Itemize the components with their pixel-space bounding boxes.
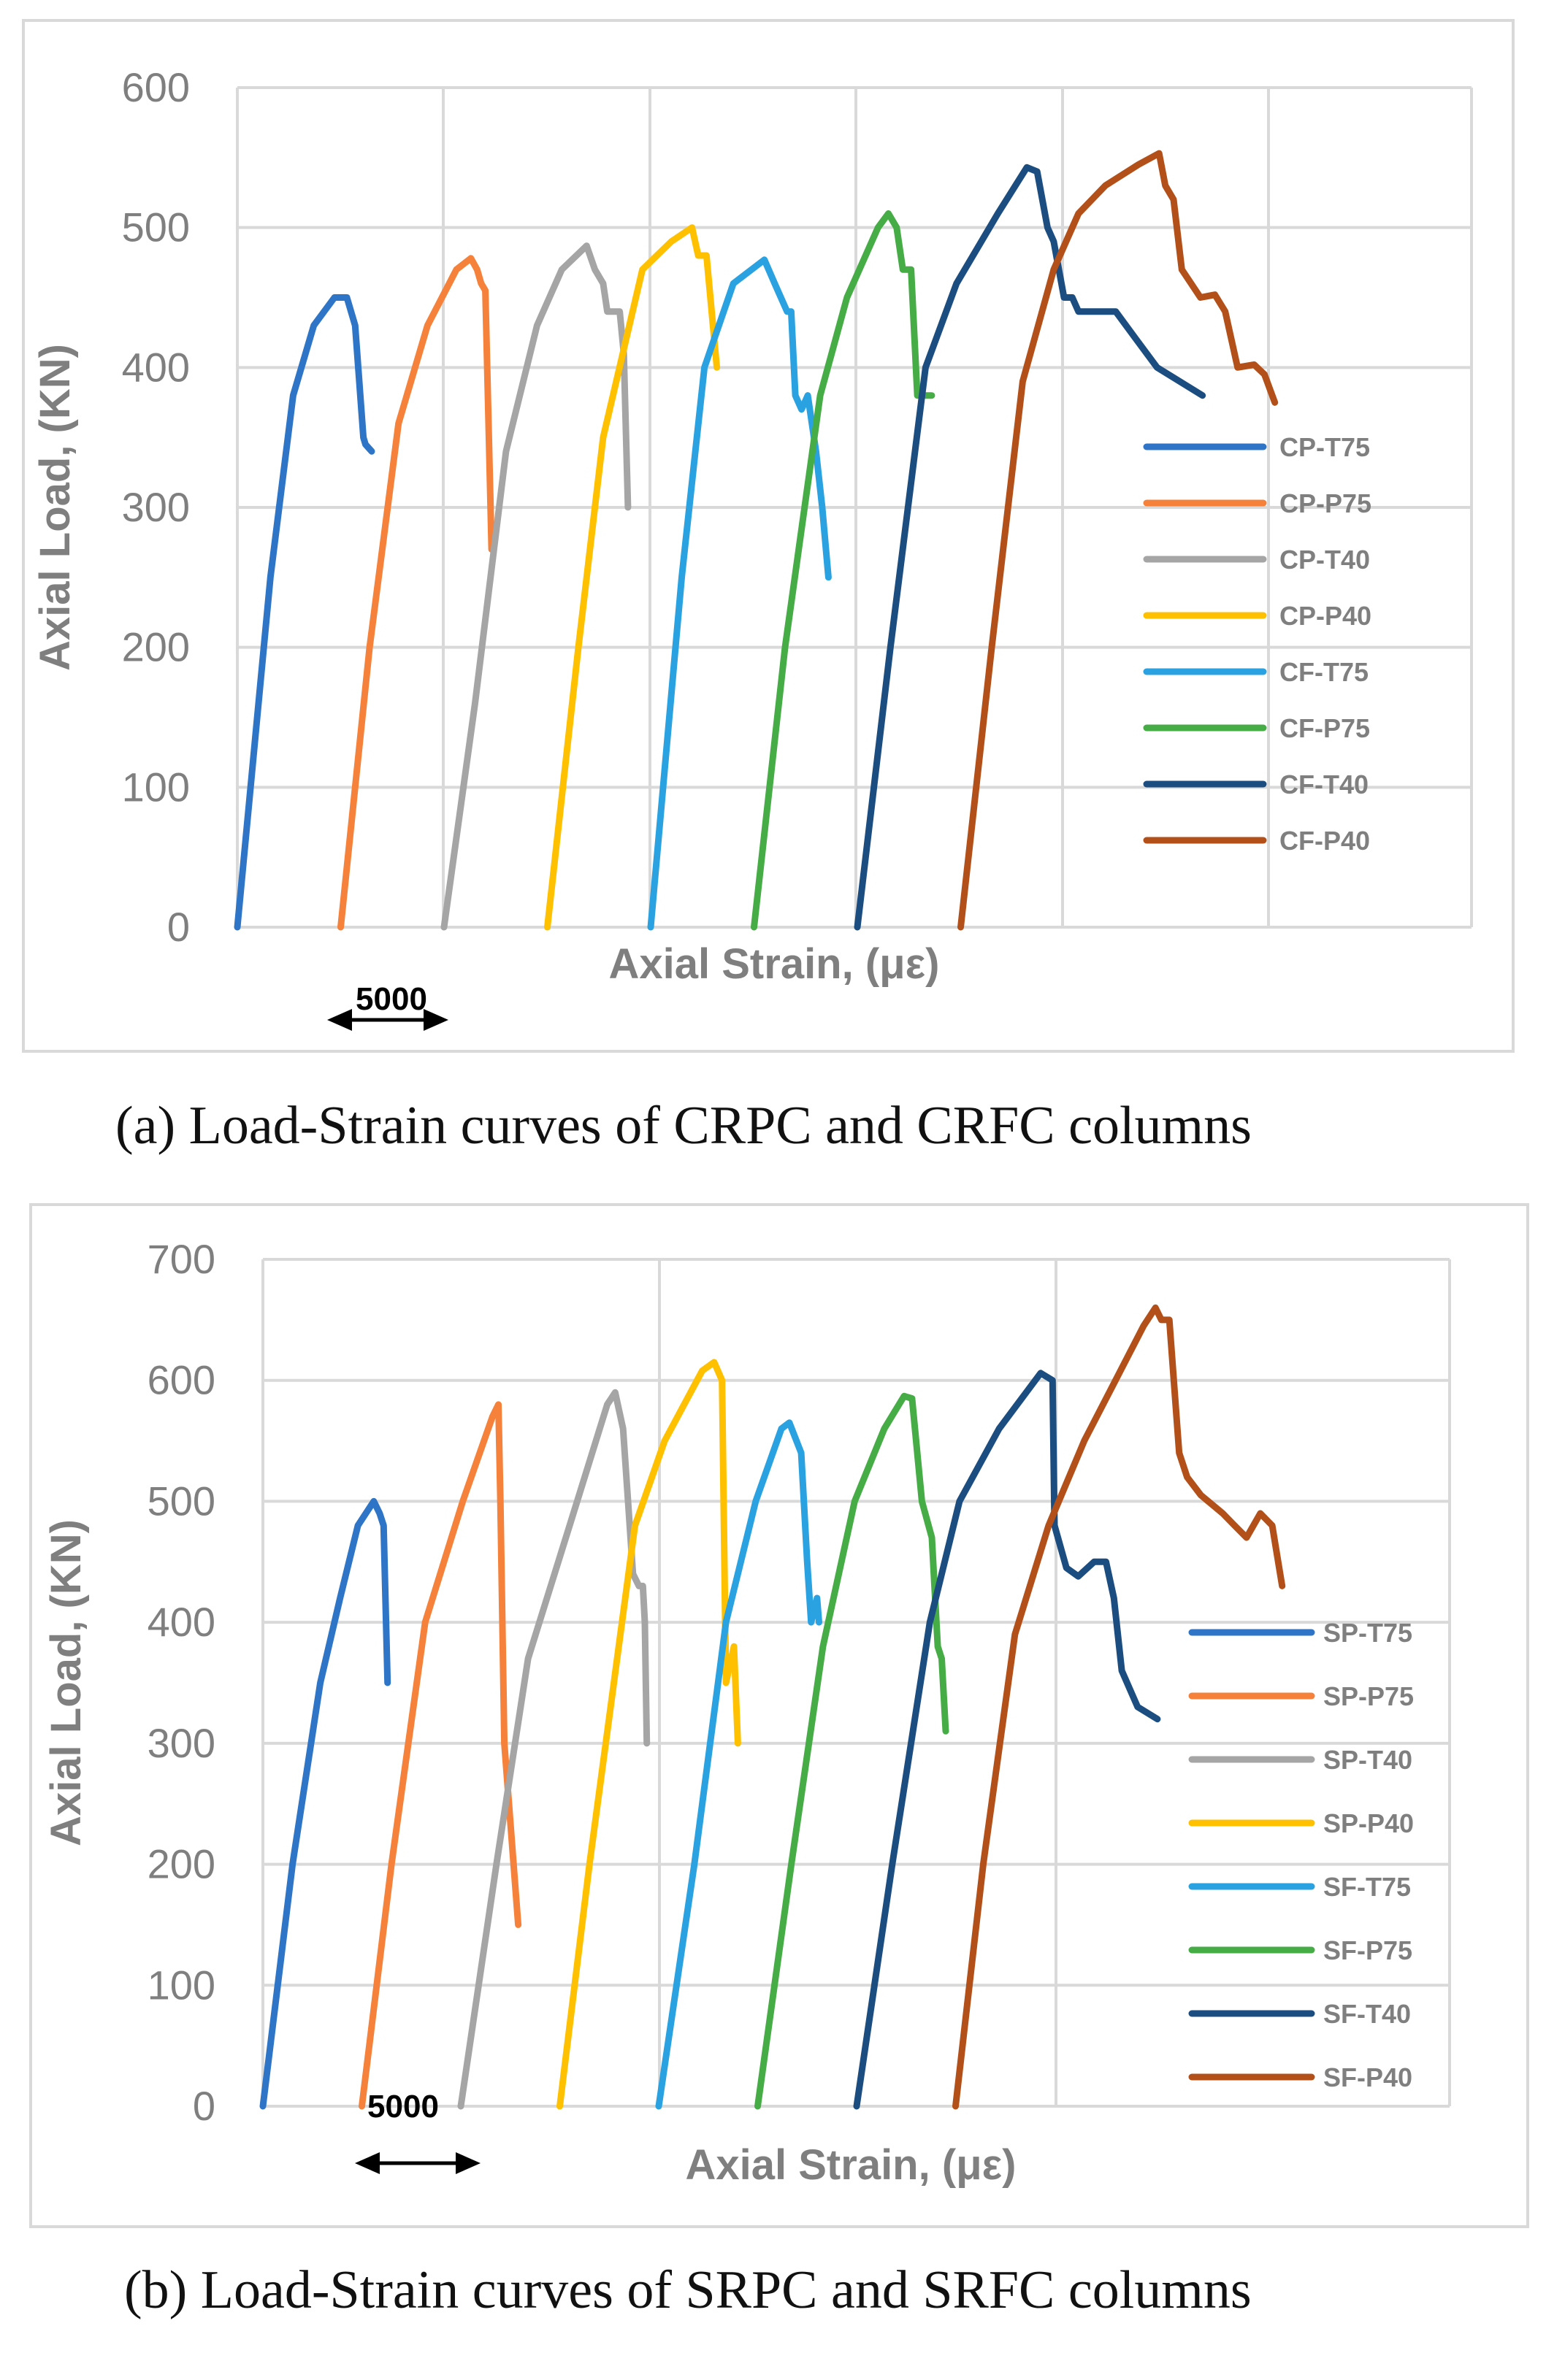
legend-label-cf-t40: CF-T40 <box>1279 769 1369 799</box>
y-tick-label: 100 <box>148 1962 215 2008</box>
chart-a-frame <box>22 19 1515 1053</box>
legend-label-sf-t75: SF-T75 <box>1323 1872 1411 1902</box>
chart-b-svg: 0 100 200 300 400 500 600 700 Axial Load, (KN) Ax… <box>29 1203 1529 2228</box>
series-line-sf-t75 <box>655 1419 822 2110</box>
caption-a: (a) Load-Strain curves of CRPC and CRFC … <box>115 1096 1252 1156</box>
series-line-sf-p40 <box>952 1304 1286 2110</box>
series-line-cf-p75 <box>751 210 935 931</box>
scale-bar-label: 5000 <box>367 2089 439 2124</box>
legend-label-cf-p75: CF-P75 <box>1279 713 1370 743</box>
y-tick-label: 300 <box>148 1720 215 1766</box>
chart-a-svg: 0 100 200 300 400 500 600 Axial Load, (KN) Axial… <box>22 19 1515 1053</box>
y-tick-label: 100 <box>122 764 190 810</box>
chart-panel-a: 0 100 200 300 400 500 600 Axial Load, (KN) Axial… <box>22 19 1515 1156</box>
series-line-sf-t40 <box>853 1370 1161 2110</box>
series-line-cp-p40 <box>544 224 721 931</box>
legend-label-cp-t40: CP-T40 <box>1279 545 1370 575</box>
y-tick-label: 400 <box>148 1599 215 1645</box>
legend-label-sp-t40: SP-T40 <box>1323 1745 1412 1775</box>
caption-b: (b) Load-Strain curves of SRPC and SRFC … <box>124 2260 1252 2320</box>
series-line-cf-t40 <box>854 164 1206 931</box>
series-line-cf-p40 <box>957 150 1279 931</box>
scale-bar-arrow-left <box>355 2152 380 2174</box>
legend-label-sf-p40: SF-P40 <box>1323 2062 1412 2092</box>
legend-label-cp-p75: CP-P75 <box>1279 488 1371 518</box>
y-axis-title: Axial Load, (KN) <box>31 344 79 671</box>
y-tick-label: 600 <box>148 1357 215 1403</box>
y-tick-label: 300 <box>122 484 190 530</box>
legend-label-cp-p40: CP-P40 <box>1279 601 1371 631</box>
x-axis-title: Axial Strain, (με) <box>609 940 940 988</box>
y-tick-label: 700 <box>148 1236 215 1282</box>
series-line-sp-t40 <box>457 1389 651 2110</box>
y-tick-label: 0 <box>193 2083 215 2129</box>
series-line-cp-t40 <box>440 242 632 931</box>
legend-label-sp-p40: SP-P40 <box>1323 1808 1414 1838</box>
series-line-sf-p75 <box>754 1392 949 2110</box>
y-tick-label: 0 <box>167 904 190 950</box>
legend-label-sf-t40: SF-T40 <box>1323 1999 1411 2029</box>
series-line-cp-t75 <box>234 294 375 931</box>
series-line-sp-p75 <box>359 1401 522 2110</box>
series-line-sp-p40 <box>556 1359 741 2110</box>
scale-bar-label: 5000 <box>356 981 427 1017</box>
y-tick-label: 200 <box>122 624 190 670</box>
y-tick-label: 400 <box>122 344 190 390</box>
legend-label-cf-p40: CF-P40 <box>1279 826 1370 856</box>
y-axis-title: Axial Load, (KN) <box>42 1519 90 1846</box>
chart-panel-b: 0 100 200 300 400 500 600 700 Axial Load, (KN) Ax… <box>0 1197 1546 2380</box>
legend-label-sf-p75: SF-P75 <box>1323 1935 1412 1965</box>
series-line-sp-t75 <box>259 1497 391 2110</box>
legend-label-cp-t75: CP-T75 <box>1279 432 1370 462</box>
series-line-cp-p75 <box>337 255 495 931</box>
scale-bar-arrow-right <box>456 2152 481 2174</box>
legend-label-cf-t75: CF-T75 <box>1279 657 1369 687</box>
legend-label-sp-p75: SP-P75 <box>1323 1681 1414 1711</box>
y-tick-label: 500 <box>122 204 190 250</box>
x-axis-title: Axial Strain, (με) <box>686 2141 1017 2189</box>
y-tick-label: 600 <box>122 64 190 110</box>
y-tick-label: 500 <box>148 1478 215 1524</box>
chart-b-frame <box>29 1203 1529 2228</box>
legend-label-sp-t75: SP-T75 <box>1323 1618 1412 1648</box>
scale-bar-arrow-left <box>327 1009 352 1031</box>
scale-bar-arrow-right <box>424 1009 448 1031</box>
y-tick-label: 200 <box>148 1841 215 1887</box>
